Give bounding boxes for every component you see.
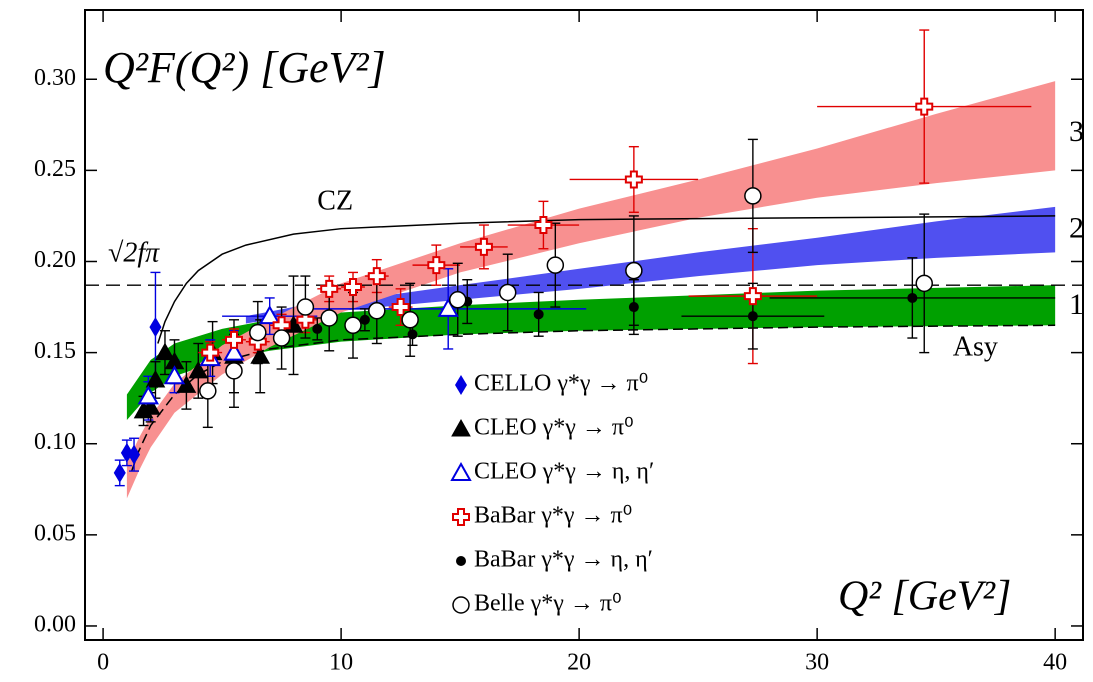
curve [130, 324, 1056, 472]
marker [188, 360, 209, 379]
marker [137, 385, 160, 405]
marker [344, 278, 363, 297]
band [126, 81, 1056, 499]
marker [533, 309, 544, 320]
marker [452, 596, 470, 614]
marker [155, 342, 175, 361]
marker [401, 311, 419, 329]
marker [359, 314, 370, 325]
marker [455, 375, 467, 395]
marker [625, 261, 643, 280]
marker [296, 310, 315, 329]
x-tick-label: 20 [567, 650, 591, 676]
marker [427, 256, 446, 275]
marker [201, 343, 220, 362]
marker [149, 317, 162, 338]
y-tick-label: 0.00 [34, 611, 76, 637]
curve-label: Asy [953, 331, 998, 362]
y-tick-label: 0.25 [34, 156, 76, 182]
legend-label: CLEO γ*γ → π⁰ [474, 415, 634, 441]
marker [915, 274, 933, 293]
x-tick-label: 0 [97, 650, 109, 676]
marker [407, 329, 418, 340]
marker [450, 461, 472, 481]
marker [320, 279, 339, 298]
marker [452, 508, 470, 526]
markers [113, 97, 934, 483]
marker [249, 323, 267, 342]
marker [534, 216, 553, 235]
marker [145, 369, 166, 388]
marker [223, 341, 245, 361]
legend-label: CELLO γ*γ → π⁰ [474, 371, 648, 397]
axes: 0 10 20 30 40 0.00 0.05 0.10 0.15 0.20 0.25 0.30 [34, 10, 1083, 676]
marker [225, 362, 243, 380]
marker [437, 297, 459, 317]
marker [250, 346, 271, 364]
legend-label: Belle γ*γ → π⁰ [474, 591, 622, 617]
marker [120, 442, 133, 463]
curve [157, 215, 1056, 344]
marker [743, 287, 762, 306]
y-tick-label: 0.10 [34, 429, 76, 455]
marker [628, 302, 639, 313]
y-tick-label: 0.20 [34, 247, 76, 273]
marker [344, 316, 362, 335]
x-tick-label: 10 [329, 650, 353, 676]
legend: CELLO γ*γ → π⁰ CLEO γ*γ → π⁰ CLEO γ*γ → η,… [450, 371, 654, 617]
band-label: 3 [1069, 115, 1084, 148]
curve-label: CZ [317, 186, 353, 217]
marker [546, 256, 565, 274]
x-tick-label: 30 [805, 650, 829, 676]
y-tick-label: 0.15 [34, 338, 76, 364]
marker [448, 291, 467, 309]
marker [367, 267, 386, 286]
marker [456, 556, 466, 566]
x-axis-label: Q² [GeV²] [838, 574, 1011, 620]
marker [312, 323, 323, 334]
marker [163, 365, 186, 385]
marker [747, 311, 758, 322]
marker [176, 375, 197, 393]
marker [140, 397, 161, 415]
marker [128, 444, 141, 465]
marker [296, 298, 315, 316]
marker [199, 382, 217, 400]
legend-label: CLEO γ*γ → η, η′ [474, 459, 654, 485]
marker [498, 283, 517, 302]
lines: √2fπ CZ Asy [85, 186, 1083, 472]
marker [474, 237, 493, 256]
marker [915, 97, 934, 116]
reference-label: √2fπ [108, 238, 160, 269]
legend-label: BaBar γ*γ → π⁰ [474, 503, 632, 529]
marker [368, 301, 386, 320]
band [126, 285, 1056, 421]
marker [907, 292, 918, 303]
marker [744, 187, 762, 205]
marker [272, 329, 291, 347]
marker [451, 418, 471, 437]
marker [320, 309, 338, 327]
x-tick-label: 40 [1043, 650, 1067, 676]
marker [224, 330, 243, 349]
plot-frame [84, 9, 1084, 641]
chart-title: Q²F(Q²) [GeV²] [103, 43, 386, 92]
band-label: 1 [1069, 288, 1084, 321]
y-tick-label: 0.05 [34, 520, 76, 546]
legend-label: BaBar γ*γ → η, η′ [474, 547, 653, 573]
y-tick-label: 0.30 [34, 65, 76, 91]
marker [113, 462, 126, 483]
marker [258, 305, 281, 325]
marker [624, 170, 643, 189]
band-label: 2 [1069, 211, 1084, 244]
